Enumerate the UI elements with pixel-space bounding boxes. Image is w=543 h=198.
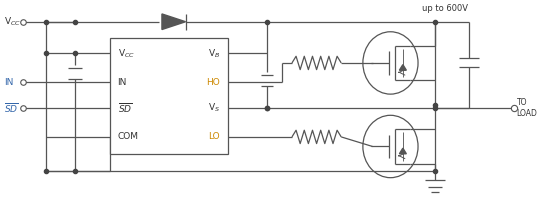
Bar xyxy=(110,38,228,154)
Text: COM: COM xyxy=(118,132,138,141)
Text: IN: IN xyxy=(4,78,14,87)
Polygon shape xyxy=(400,148,406,154)
Text: LO: LO xyxy=(209,132,220,141)
Text: V$_S$: V$_S$ xyxy=(208,102,220,114)
Text: TO
LOAD: TO LOAD xyxy=(516,98,538,118)
Text: V$_B$: V$_B$ xyxy=(208,47,220,60)
Polygon shape xyxy=(162,14,186,30)
Text: V$_{CC}$: V$_{CC}$ xyxy=(118,47,135,60)
Text: IN: IN xyxy=(118,78,127,87)
Text: $\overline{SD}$: $\overline{SD}$ xyxy=(118,101,132,115)
Text: V$_{CC}$: V$_{CC}$ xyxy=(4,15,21,28)
Polygon shape xyxy=(400,65,406,70)
Text: $\overline{SD}$: $\overline{SD}$ xyxy=(4,101,19,115)
Text: HO: HO xyxy=(206,78,220,87)
Text: up to 600V: up to 600V xyxy=(421,4,468,13)
